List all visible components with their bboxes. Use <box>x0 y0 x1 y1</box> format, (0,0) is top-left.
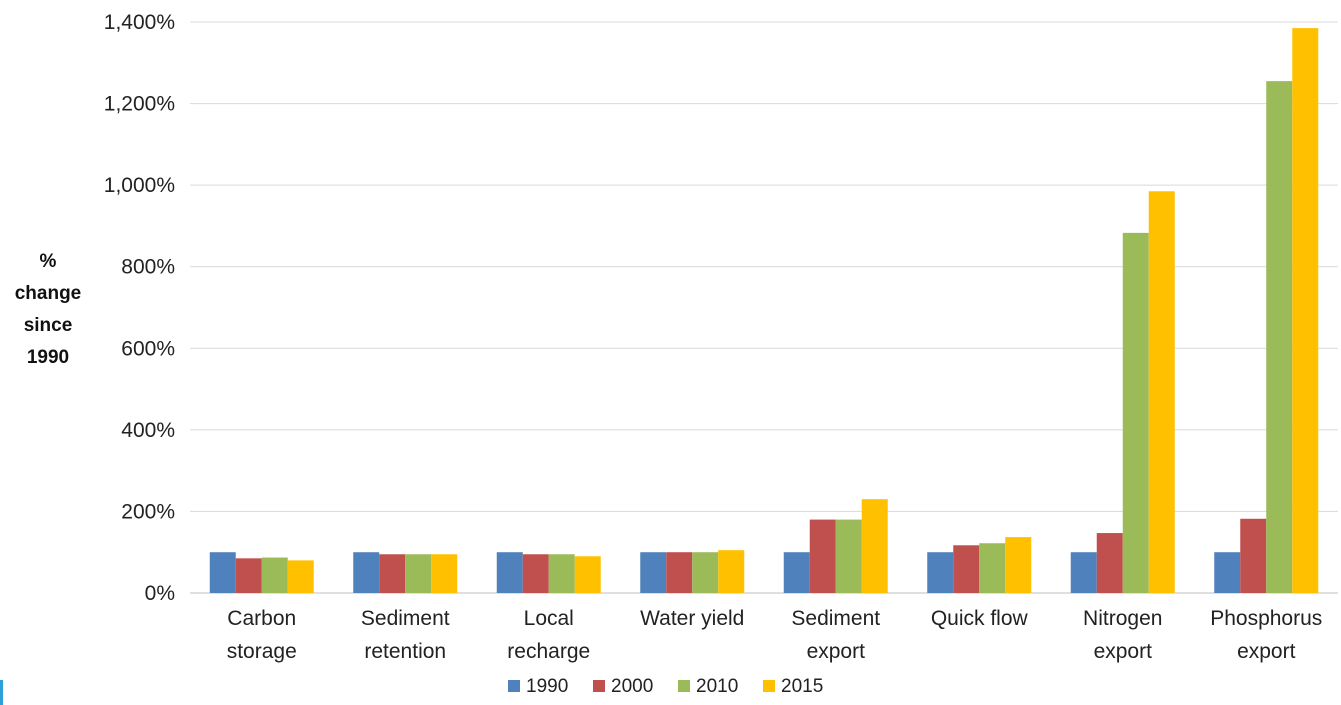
bar-2000 <box>522 554 549 593</box>
bar-2000 <box>953 545 980 593</box>
legend: 1990 2000 2010 2015 <box>508 676 823 697</box>
bar-1990 <box>1070 552 1097 593</box>
x-category-label: retention <box>364 640 446 663</box>
bar-2015 <box>1292 28 1319 593</box>
bar-1990 <box>209 552 236 593</box>
bar-1990 <box>783 552 810 593</box>
x-category-label: Quick flow <box>931 607 1029 630</box>
x-category-label: Sediment <box>361 607 450 630</box>
bar-2000 <box>1096 533 1123 593</box>
bar-2010 <box>1266 81 1293 593</box>
y-tick-label: 1,000% <box>104 174 175 197</box>
bar-2000 <box>379 554 406 593</box>
x-category-label: export <box>807 640 866 663</box>
bar-2010 <box>692 552 719 593</box>
y-axis-title-line: % <box>40 251 57 272</box>
legend-swatch-2000 <box>593 680 605 692</box>
legend-label: 2015 <box>781 676 823 697</box>
y-tick-label: 400% <box>121 419 175 442</box>
x-category-label: Sediment <box>791 607 880 630</box>
bar-2000 <box>809 519 836 593</box>
x-category-label: Local <box>524 607 574 630</box>
legend-swatch-1990 <box>508 680 520 692</box>
bar-2010 <box>548 554 575 593</box>
y-axis-title-line: change <box>15 283 82 304</box>
y-tick-label: 800% <box>121 256 175 279</box>
x-category-label: Water yield <box>640 607 744 630</box>
bar-2010 <box>261 557 288 593</box>
y-tick-label: 200% <box>121 500 175 523</box>
x-category-label: Nitrogen <box>1083 607 1162 630</box>
y-tick-label: 600% <box>121 337 175 360</box>
legend-swatch-2010 <box>678 680 690 692</box>
bar-2015 <box>287 560 314 593</box>
y-tick-label: 1,200% <box>104 93 175 116</box>
bar-2010 <box>1122 232 1149 594</box>
x-category-label: Phosphorus <box>1210 607 1322 630</box>
gridlines <box>190 21 1338 594</box>
bar-2015 <box>1005 537 1032 593</box>
x-axis-categories: Carbon storage Sediment retention Local recha… <box>227 607 1323 663</box>
y-axis-title: % change since 1990 <box>15 251 82 368</box>
y-tick-label: 1,400% <box>104 11 175 34</box>
x-category-label: recharge <box>507 640 590 663</box>
bar-2015 <box>718 550 745 593</box>
bar-2000 <box>1240 518 1267 593</box>
bar-2015 <box>1148 191 1175 593</box>
bar-2000 <box>235 558 262 593</box>
bar-1990 <box>353 552 380 593</box>
bar-2000 <box>666 552 693 593</box>
legend-label: 2000 <box>611 676 653 697</box>
bar-2015 <box>861 499 888 593</box>
y-axis-ticks: 0% 200% 400% 600% 800% 1,000% 1,200% 1,400% <box>104 11 175 605</box>
bar-1990 <box>1214 552 1241 593</box>
x-category-label: export <box>1094 640 1153 663</box>
bars <box>209 28 1319 594</box>
bar-1990 <box>496 552 523 593</box>
x-category-label: Carbon <box>227 607 296 630</box>
x-category-label: storage <box>227 640 297 663</box>
y-axis-title-line: 1990 <box>27 347 69 368</box>
bar-2010 <box>405 554 432 593</box>
x-category-label: export <box>1237 640 1296 663</box>
bar-1990 <box>927 552 954 593</box>
y-tick-label: 0% <box>145 582 175 605</box>
bar-2010 <box>979 543 1006 593</box>
bar-2010 <box>835 519 862 593</box>
y-axis-title-line: since <box>24 315 73 336</box>
bar-2015 <box>431 554 458 593</box>
legend-swatch-2015 <box>763 680 775 692</box>
bar-2015 <box>574 556 601 593</box>
legend-label: 1990 <box>526 676 568 697</box>
edge-accent-bar <box>0 680 3 705</box>
bar-1990 <box>640 552 667 593</box>
legend-label: 2010 <box>696 676 738 697</box>
